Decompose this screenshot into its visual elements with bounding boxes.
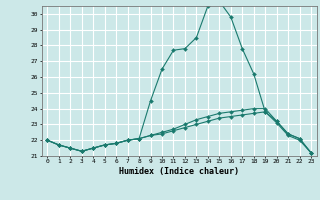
X-axis label: Humidex (Indice chaleur): Humidex (Indice chaleur): [119, 167, 239, 176]
